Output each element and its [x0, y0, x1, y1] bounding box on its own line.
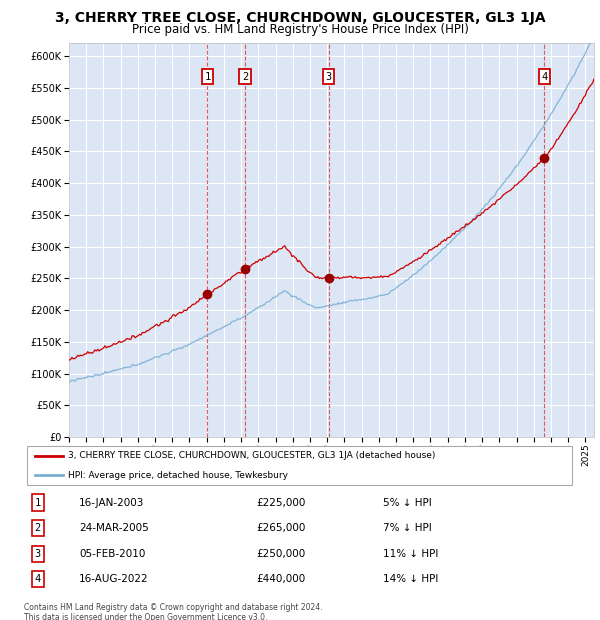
Text: 1: 1 — [204, 72, 211, 82]
Text: Price paid vs. HM Land Registry's House Price Index (HPI): Price paid vs. HM Land Registry's House … — [131, 23, 469, 36]
Text: £225,000: £225,000 — [256, 498, 305, 508]
Text: £250,000: £250,000 — [256, 549, 305, 559]
Text: 5% ↓ HPI: 5% ↓ HPI — [383, 498, 431, 508]
Text: 1: 1 — [35, 498, 41, 508]
Text: 14% ↓ HPI: 14% ↓ HPI — [383, 574, 438, 584]
Text: HPI: Average price, detached house, Tewkesbury: HPI: Average price, detached house, Tewk… — [68, 471, 288, 480]
Text: 7% ↓ HPI: 7% ↓ HPI — [383, 523, 431, 533]
Text: £440,000: £440,000 — [256, 574, 305, 584]
Text: 2: 2 — [242, 72, 248, 82]
Text: 3, CHERRY TREE CLOSE, CHURCHDOWN, GLOUCESTER, GL3 1JA (detached house): 3, CHERRY TREE CLOSE, CHURCHDOWN, GLOUCE… — [68, 451, 436, 461]
FancyBboxPatch shape — [27, 446, 572, 485]
Text: 4: 4 — [541, 72, 548, 82]
Text: 2: 2 — [35, 523, 41, 533]
Text: 16-JAN-2003: 16-JAN-2003 — [79, 498, 145, 508]
Text: 11% ↓ HPI: 11% ↓ HPI — [383, 549, 438, 559]
Text: 3: 3 — [35, 549, 41, 559]
Text: Contains HM Land Registry data © Crown copyright and database right 2024.
This d: Contains HM Land Registry data © Crown c… — [24, 603, 323, 620]
Text: 4: 4 — [35, 574, 41, 584]
Text: 24-MAR-2005: 24-MAR-2005 — [79, 523, 149, 533]
Text: 16-AUG-2022: 16-AUG-2022 — [79, 574, 149, 584]
Text: 3, CHERRY TREE CLOSE, CHURCHDOWN, GLOUCESTER, GL3 1JA: 3, CHERRY TREE CLOSE, CHURCHDOWN, GLOUCE… — [55, 11, 545, 25]
Text: £265,000: £265,000 — [256, 523, 305, 533]
Text: 3: 3 — [326, 72, 332, 82]
Text: 05-FEB-2010: 05-FEB-2010 — [79, 549, 146, 559]
